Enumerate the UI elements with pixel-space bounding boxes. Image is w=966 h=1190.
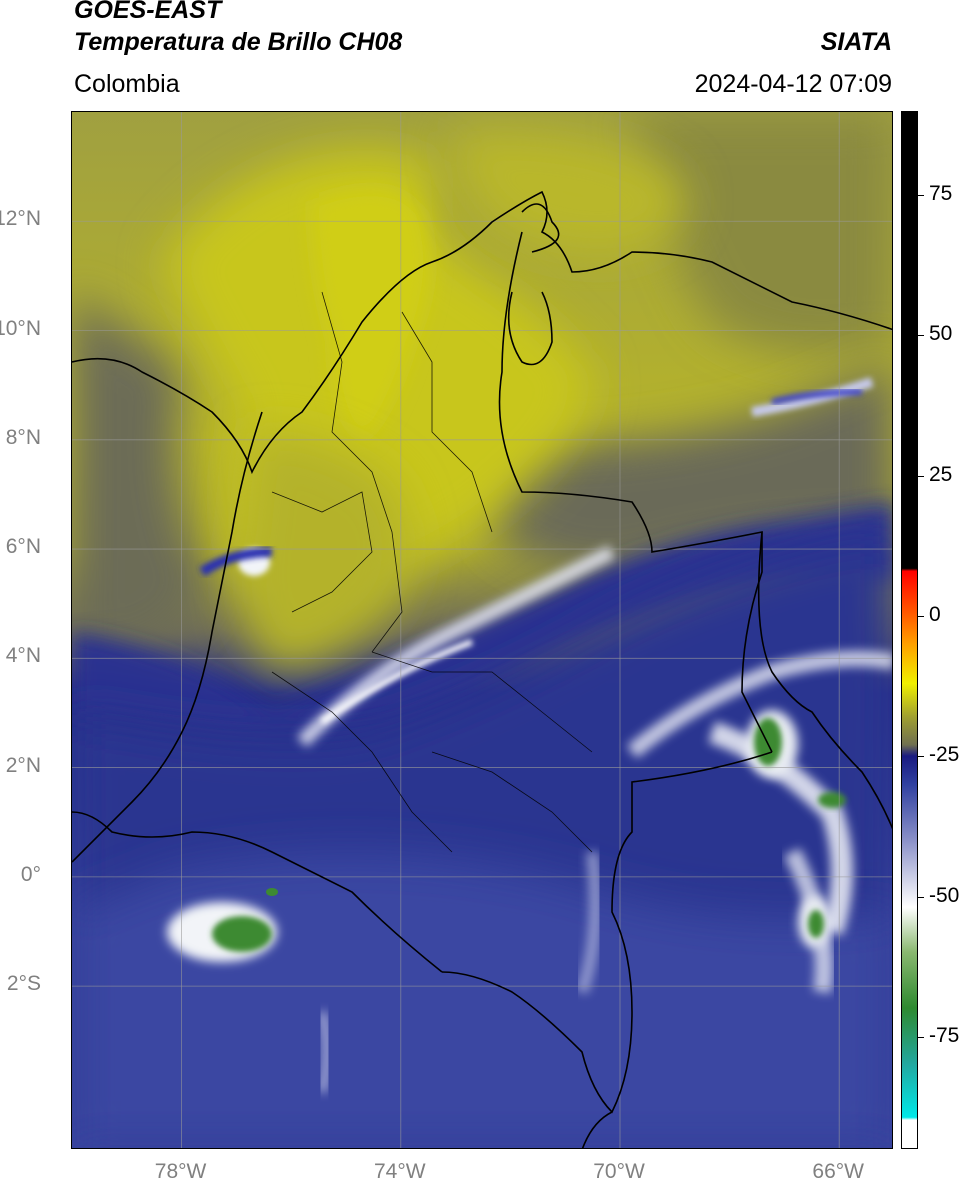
colorbar-tick-label: -25 <box>929 743 960 767</box>
cloud-band-south <box>576 851 602 994</box>
longitude-tick-label: 78°W <box>154 1160 207 1183</box>
latitude-tick-label: 2°S <box>6 972 41 996</box>
field-yellow-north <box>452 130 686 254</box>
latitude-tick-label: 8°N <box>5 425 41 449</box>
longitude-tick-label: 74°W <box>374 1160 426 1183</box>
colorbar-tick-label: 25 <box>929 462 953 486</box>
department-borders-3 <box>271 491 373 613</box>
convective-cell-ecuador <box>212 916 272 952</box>
latitude-tick-label: 2°N <box>5 753 41 777</box>
latitude-tick-label: 12°N <box>0 207 41 231</box>
colorbar-tick-label: -75 <box>929 1023 960 1047</box>
coastline-maracaibo <box>507 291 553 366</box>
department-borders-2 <box>401 311 493 533</box>
latitude-tick-label: 4°N <box>5 644 41 668</box>
colorbar-tick-mark <box>918 756 924 758</box>
cloud-streak-andes <box>297 545 616 747</box>
colorbar-tick-mark <box>918 896 924 898</box>
department-borders-6 <box>431 751 593 853</box>
colorbar-tick-label: 75 <box>929 182 953 206</box>
field-blue-boundary <box>72 502 892 732</box>
convective-cell-se <box>808 910 824 938</box>
latitude-tick-label: 10°N <box>0 316 41 340</box>
graticule <box>72 112 892 1148</box>
colorbar-tick-mark <box>918 615 924 617</box>
colorbar-tick-mark <box>918 335 924 337</box>
colorbar-tick-label: 50 <box>929 322 953 346</box>
border-venezuela-guyana <box>757 531 892 830</box>
latitude-tick-label: 0° <box>20 862 41 886</box>
department-borders-1 <box>321 291 403 653</box>
latitude-tick-label: 6°N <box>5 535 41 559</box>
cloud-edge-ne <box>771 389 863 405</box>
product-title: Temperatura de Brillo CH08 <box>74 28 403 56</box>
field-gray-west <box>72 292 212 656</box>
border-colombia-peru-ecuador <box>72 811 443 973</box>
coastline-pacific <box>72 411 263 863</box>
border-colombia-venezuela <box>498 231 773 753</box>
colorbar-tick-mark <box>918 475 924 477</box>
coastline-caribbean <box>72 190 892 475</box>
colorbar-tick-mark <box>918 195 924 197</box>
timestamp-label: 2024-04-12 07:09 <box>694 70 892 98</box>
map-canvas <box>72 112 892 1148</box>
border-peru-brazil <box>581 1111 613 1148</box>
convective-cell-east-2 <box>818 792 846 808</box>
boundaries <box>72 190 892 1148</box>
cloud-band-sw <box>317 1010 332 1094</box>
coastline-guajira <box>521 203 560 253</box>
field-blue-deep-south <box>72 854 892 1148</box>
field-olive-ne <box>632 112 892 354</box>
border-colombia-brazil <box>441 751 773 1114</box>
department-borders-4 <box>371 651 593 753</box>
colorbar <box>901 111 918 1149</box>
colorbar-tick-label: 0 <box>929 602 941 626</box>
longitude-tick-label: 66°W <box>812 1160 864 1183</box>
colorbar-tick-label: -50 <box>929 883 960 907</box>
convective-cell-small <box>266 888 278 896</box>
field-yellow-central <box>236 432 412 672</box>
longitude-tick-label: 70°W <box>593 1160 645 1183</box>
satellite-map[interactable] <box>71 111 893 1149</box>
region-label: Colombia <box>74 70 180 98</box>
colorbar-tick-mark <box>918 1036 924 1038</box>
cloud-streak-andes-core <box>320 639 474 725</box>
brand-label: SIATA <box>820 28 892 56</box>
department-borders-5 <box>271 671 453 853</box>
cloud-streak-ne <box>751 377 874 417</box>
convective-cell-choco-tail <box>199 547 273 577</box>
satellite-title: GOES-EAST <box>74 0 222 24</box>
internal-boundaries <box>271 291 593 853</box>
